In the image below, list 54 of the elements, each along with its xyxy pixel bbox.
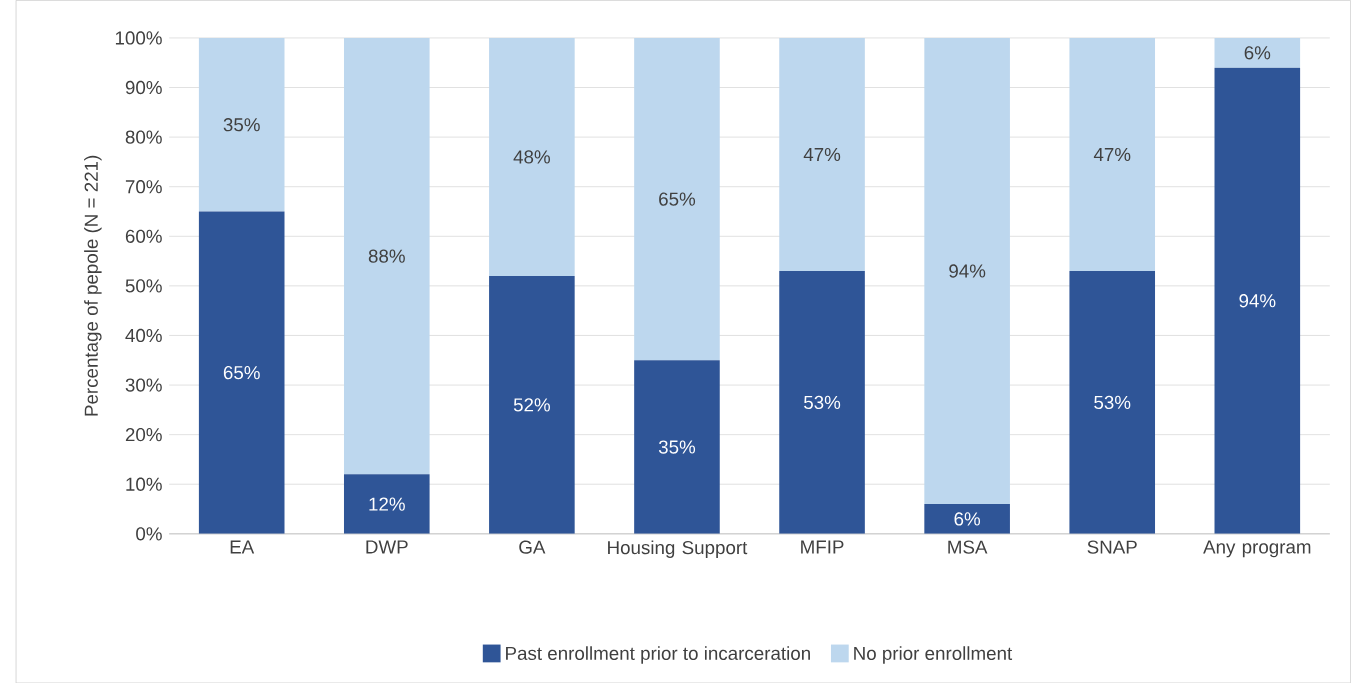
bar — [779, 270, 865, 534]
y-tick-label: 20% — [125, 427, 162, 442]
legend-label: Past enrollment prior to incarceration — [506, 646, 810, 664]
data-label: 12% — [369, 497, 405, 511]
data-label: 88% — [368, 249, 405, 263]
bar — [924, 37, 1010, 504]
x-tick-label: SNAP — [1087, 540, 1137, 554]
legend-label: No prior enrollment — [854, 646, 1013, 664]
x-tick-label: MFIP — [801, 540, 844, 554]
data-label: 65% — [223, 365, 260, 380]
x-tick-label: Any program — [1203, 540, 1311, 558]
y-tick-label: 80% — [125, 130, 162, 144]
data-label: 94% — [1239, 293, 1276, 308]
data-label: 6% — [954, 512, 981, 526]
bar — [198, 211, 285, 534]
data-label: 53% — [1094, 395, 1131, 409]
bar — [1069, 270, 1156, 534]
y-tick-label: 30% — [125, 378, 162, 392]
data-label: 35% — [223, 117, 260, 132]
x-tick-label: MSA — [948, 540, 988, 554]
bar — [489, 275, 575, 534]
y-tick-label: 90% — [125, 80, 162, 94]
bar — [198, 37, 285, 212]
x-tick-label: DWP — [366, 540, 408, 554]
y-tick-label: 70% — [125, 179, 162, 194]
bar — [1214, 67, 1301, 534]
bar — [1069, 37, 1156, 271]
bar — [634, 360, 720, 534]
data-label: 94% — [949, 264, 986, 278]
data-label: 48% — [513, 150, 550, 164]
y-tick-label: 100% — [115, 31, 162, 45]
bar — [343, 474, 430, 534]
y-tick-label: 60% — [125, 229, 162, 243]
data-label: 53% — [804, 395, 841, 409]
bar — [1214, 37, 1301, 68]
x-tick-label: GA — [519, 540, 546, 554]
bar — [779, 37, 865, 271]
y-tick-label: 50% — [125, 279, 162, 293]
data-label: 47% — [1093, 147, 1131, 161]
bar — [634, 37, 720, 361]
data-label: 35% — [658, 440, 696, 454]
bar — [343, 37, 430, 475]
data-label: 65% — [659, 192, 696, 206]
data-label: 6% — [1244, 45, 1271, 60]
bar — [489, 37, 575, 276]
y-tick-label: 0% — [136, 526, 162, 541]
data-label: 47% — [803, 147, 841, 161]
bar — [924, 503, 1010, 534]
data-label: 52% — [513, 398, 550, 412]
x-tick-label: EA — [230, 540, 255, 554]
y-tick-label: 40% — [125, 328, 162, 342]
x-tick-label: Housing Support — [608, 540, 748, 558]
y-tick-label: 10% — [126, 477, 162, 491]
y-axis-title: Percentage of pepole (N = 221) — [84, 155, 102, 416]
